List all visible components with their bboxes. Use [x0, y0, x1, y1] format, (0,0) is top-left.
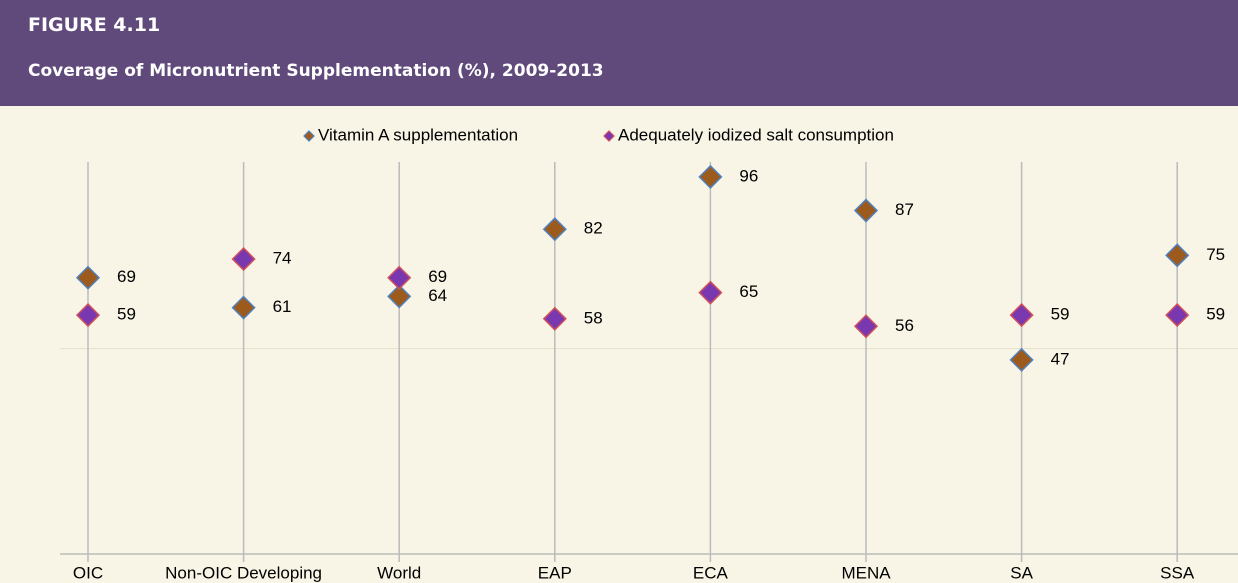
- value-label: 96: [739, 166, 758, 185]
- marker: [75, 265, 101, 290]
- value-label: 59: [1051, 305, 1070, 324]
- chart-title: Coverage of Micronutrient Supplementatio…: [28, 61, 604, 81]
- value-label: 74: [273, 249, 292, 268]
- legend-label: Vitamin A supplementation: [318, 125, 518, 144]
- value-label: 87: [895, 200, 914, 219]
- x-tick-label: OIC: [73, 563, 103, 582]
- value-label: 59: [117, 305, 136, 324]
- value-label: 69: [117, 267, 136, 286]
- legend-marker: [603, 130, 615, 142]
- marker: [231, 247, 256, 272]
- value-label: 82: [584, 219, 603, 238]
- marker: [1165, 303, 1190, 328]
- x-tick-label: SSA: [1160, 563, 1195, 582]
- value-label: 47: [1051, 349, 1070, 368]
- marker: [542, 217, 567, 242]
- header: FIGURE 4.11 Coverage of Micronutrient Su…: [0, 0, 1238, 106]
- value-label: 61: [273, 297, 292, 316]
- figure-label: FIGURE 4.11: [28, 14, 161, 36]
- legend-marker: [303, 130, 315, 142]
- legend-label: Adequately iodized salt consumption: [618, 125, 894, 144]
- x-tick-label: Non-OIC Developing: [165, 563, 322, 582]
- value-label: 59: [1206, 305, 1225, 324]
- value-label: 69: [428, 267, 447, 286]
- marker: [387, 265, 412, 290]
- marker: [1165, 243, 1190, 268]
- marker: [1009, 347, 1034, 372]
- x-tick-label: MENA: [841, 563, 891, 582]
- value-label: 65: [739, 282, 758, 301]
- marker: [387, 284, 412, 309]
- marker: [853, 198, 879, 223]
- value-label: 75: [1206, 245, 1225, 264]
- x-tick-label: ECA: [693, 563, 729, 582]
- marker: [1009, 303, 1034, 328]
- marker: [542, 306, 567, 331]
- x-tick-label: SA: [1010, 563, 1033, 582]
- value-label: 64: [428, 286, 447, 305]
- value-label: 58: [584, 308, 603, 327]
- x-tick-label: World: [377, 563, 421, 582]
- marker: [698, 280, 723, 305]
- marker: [75, 303, 101, 328]
- marker: [231, 295, 256, 320]
- value-label: 56: [895, 316, 914, 335]
- marker: [853, 314, 879, 339]
- marker: [698, 164, 723, 189]
- x-tick-label: EAP: [538, 563, 572, 582]
